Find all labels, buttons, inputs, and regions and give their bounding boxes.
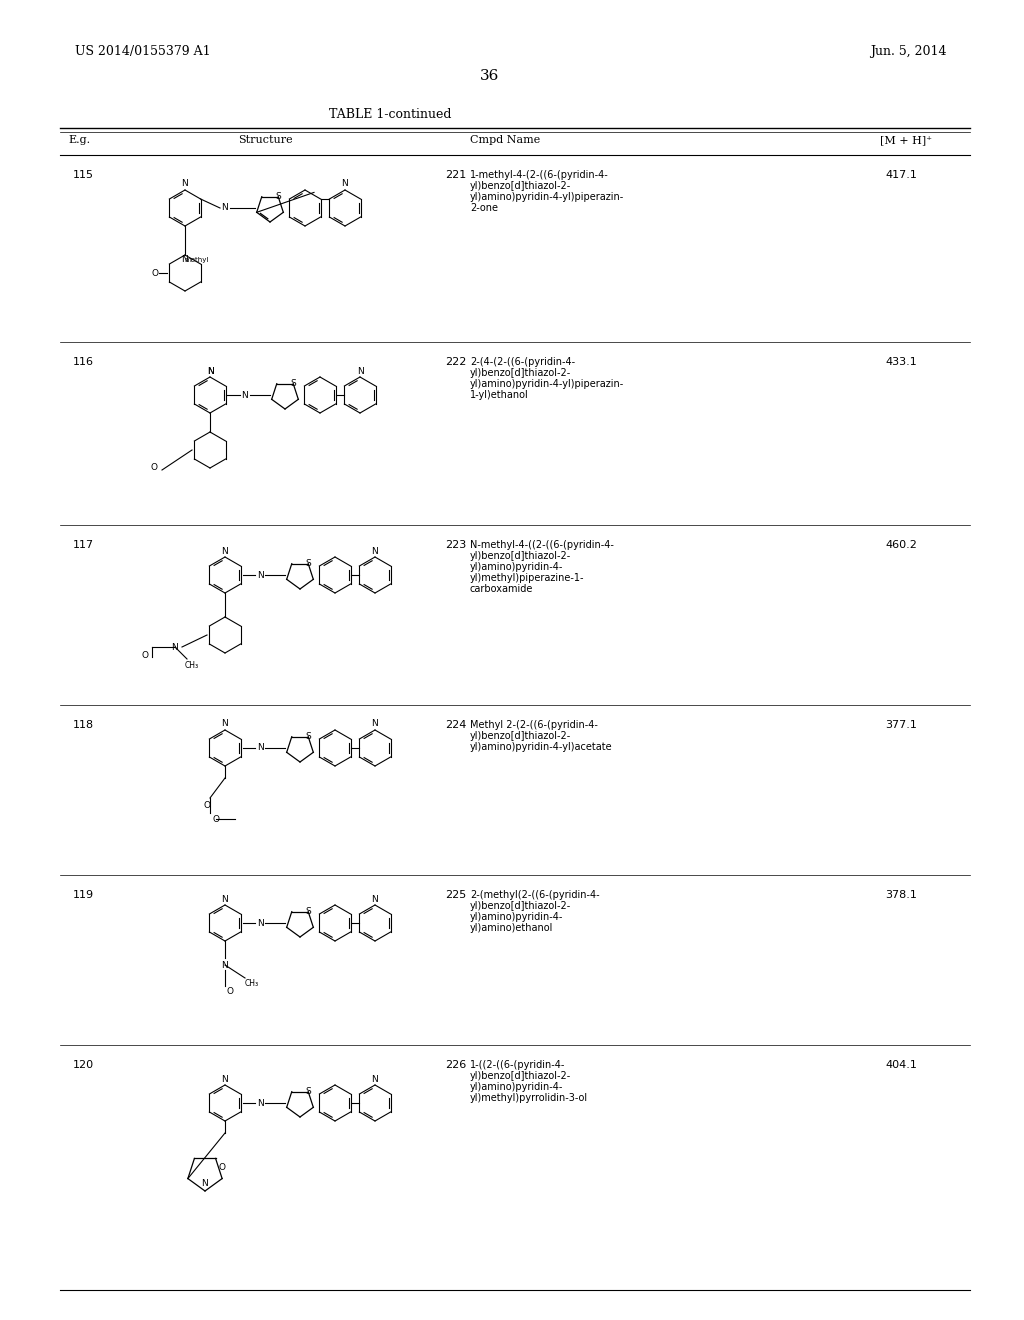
Text: yl)methyl)piperazine-1-: yl)methyl)piperazine-1-	[470, 573, 585, 583]
Text: yl)amino)pyridin-4-yl)acetate: yl)amino)pyridin-4-yl)acetate	[470, 742, 612, 752]
Text: N: N	[221, 719, 228, 729]
Text: 120: 120	[73, 1060, 94, 1071]
Text: 224: 224	[445, 719, 466, 730]
Text: 117: 117	[73, 540, 94, 550]
Text: Jun. 5, 2014: Jun. 5, 2014	[870, 45, 946, 58]
Text: TABLE 1-continued: TABLE 1-continued	[329, 108, 452, 121]
Text: N: N	[372, 1074, 379, 1084]
Text: N: N	[207, 367, 213, 375]
Text: N: N	[172, 643, 178, 652]
Text: CH₃: CH₃	[245, 979, 259, 989]
Text: yl)benzo[d]thiazol-2-: yl)benzo[d]thiazol-2-	[470, 731, 571, 741]
Text: S: S	[305, 1088, 311, 1096]
Text: yl)amino)pyridin-4-: yl)amino)pyridin-4-	[470, 562, 563, 572]
Text: yl)benzo[d]thiazol-2-: yl)benzo[d]thiazol-2-	[470, 181, 571, 191]
Text: O: O	[204, 800, 211, 809]
Text: 221: 221	[445, 170, 466, 180]
Text: carboxamide: carboxamide	[470, 583, 534, 594]
Text: 223: 223	[445, 540, 466, 550]
Text: N: N	[372, 546, 379, 556]
Text: 404.1: 404.1	[885, 1060, 916, 1071]
Text: yl)benzo[d]thiazol-2-: yl)benzo[d]thiazol-2-	[470, 1071, 571, 1081]
Text: N: N	[356, 367, 364, 375]
Text: N: N	[372, 719, 379, 729]
Text: N: N	[221, 895, 228, 903]
Text: N: N	[221, 546, 228, 556]
Text: N: N	[202, 1179, 208, 1188]
Text: N: N	[221, 961, 228, 969]
Text: N: N	[257, 743, 263, 752]
Text: 2-(methyl(2-((6-(pyridin-4-: 2-(methyl(2-((6-(pyridin-4-	[470, 890, 600, 900]
Text: 222: 222	[445, 356, 466, 367]
Text: CH₃: CH₃	[185, 660, 199, 669]
Text: 1-methyl-4-(2-((6-(pyridin-4-: 1-methyl-4-(2-((6-(pyridin-4-	[470, 170, 608, 180]
Text: N: N	[342, 180, 348, 189]
Text: 2-(4-(2-((6-(pyridin-4-: 2-(4-(2-((6-(pyridin-4-	[470, 356, 575, 367]
Text: O: O	[226, 986, 233, 995]
Text: Structure: Structure	[238, 135, 292, 145]
Text: N: N	[257, 1098, 263, 1107]
Text: yl)methyl)pyrrolidin-3-ol: yl)methyl)pyrrolidin-3-ol	[470, 1093, 588, 1104]
Text: yl)amino)pyridin-4-: yl)amino)pyridin-4-	[470, 912, 563, 921]
Text: O: O	[141, 651, 148, 660]
Text: US 2014/0155379 A1: US 2014/0155379 A1	[75, 45, 211, 58]
Text: 1-((2-((6-(pyridin-4-: 1-((2-((6-(pyridin-4-	[470, 1060, 565, 1071]
Text: S: S	[305, 560, 311, 568]
Text: S: S	[275, 193, 282, 201]
Text: S: S	[305, 907, 311, 916]
Text: N: N	[207, 367, 213, 375]
Text: 36: 36	[480, 69, 500, 83]
Text: N-methyl-4-((2-((6-(pyridin-4-: N-methyl-4-((2-((6-(pyridin-4-	[470, 540, 613, 550]
Text: N: N	[221, 1074, 228, 1084]
Text: N: N	[221, 203, 228, 213]
Text: 1-yl)ethanol: 1-yl)ethanol	[470, 389, 528, 400]
Text: yl)benzo[d]thiazol-2-: yl)benzo[d]thiazol-2-	[470, 550, 571, 561]
Text: N: N	[181, 180, 188, 189]
Text: S: S	[305, 733, 311, 741]
Text: yl)amino)ethanol: yl)amino)ethanol	[470, 923, 553, 933]
Text: yl)amino)pyridin-4-: yl)amino)pyridin-4-	[470, 1082, 563, 1092]
Text: N: N	[257, 570, 263, 579]
Text: 433.1: 433.1	[885, 356, 916, 367]
Text: yl)benzo[d]thiazol-2-: yl)benzo[d]thiazol-2-	[470, 902, 571, 911]
Text: 119: 119	[73, 890, 94, 900]
Text: 118: 118	[73, 719, 94, 730]
Text: 226: 226	[445, 1060, 466, 1071]
Text: O: O	[218, 1163, 225, 1172]
Text: E.g.: E.g.	[68, 135, 90, 145]
Text: yl)amino)pyridin-4-yl)piperazin-: yl)amino)pyridin-4-yl)piperazin-	[470, 379, 625, 389]
Text: 225: 225	[445, 890, 466, 900]
Text: 417.1: 417.1	[885, 170, 916, 180]
Text: N: N	[257, 919, 263, 928]
Text: O: O	[151, 463, 158, 473]
Text: [M + H]⁺: [M + H]⁺	[880, 135, 932, 145]
Text: N: N	[242, 391, 249, 400]
Text: 378.1: 378.1	[885, 890, 916, 900]
Text: N: N	[181, 256, 188, 264]
Text: Methyl 2-(2-((6-(pyridin-4-: Methyl 2-(2-((6-(pyridin-4-	[470, 719, 598, 730]
Text: O: O	[213, 814, 219, 824]
Text: 116: 116	[73, 356, 94, 367]
Text: O: O	[152, 268, 159, 277]
Text: yl)benzo[d]thiazol-2-: yl)benzo[d]thiazol-2-	[470, 368, 571, 378]
Text: yl)amino)pyridin-4-yl)piperazin-: yl)amino)pyridin-4-yl)piperazin-	[470, 191, 625, 202]
Text: Cmpd Name: Cmpd Name	[470, 135, 541, 145]
Text: 2-one: 2-one	[470, 203, 498, 213]
Text: N: N	[372, 895, 379, 903]
Text: 115: 115	[73, 170, 94, 180]
Text: methyl: methyl	[184, 257, 209, 263]
Text: 377.1: 377.1	[885, 719, 916, 730]
Text: 460.2: 460.2	[885, 540, 916, 550]
Text: S: S	[291, 379, 296, 388]
